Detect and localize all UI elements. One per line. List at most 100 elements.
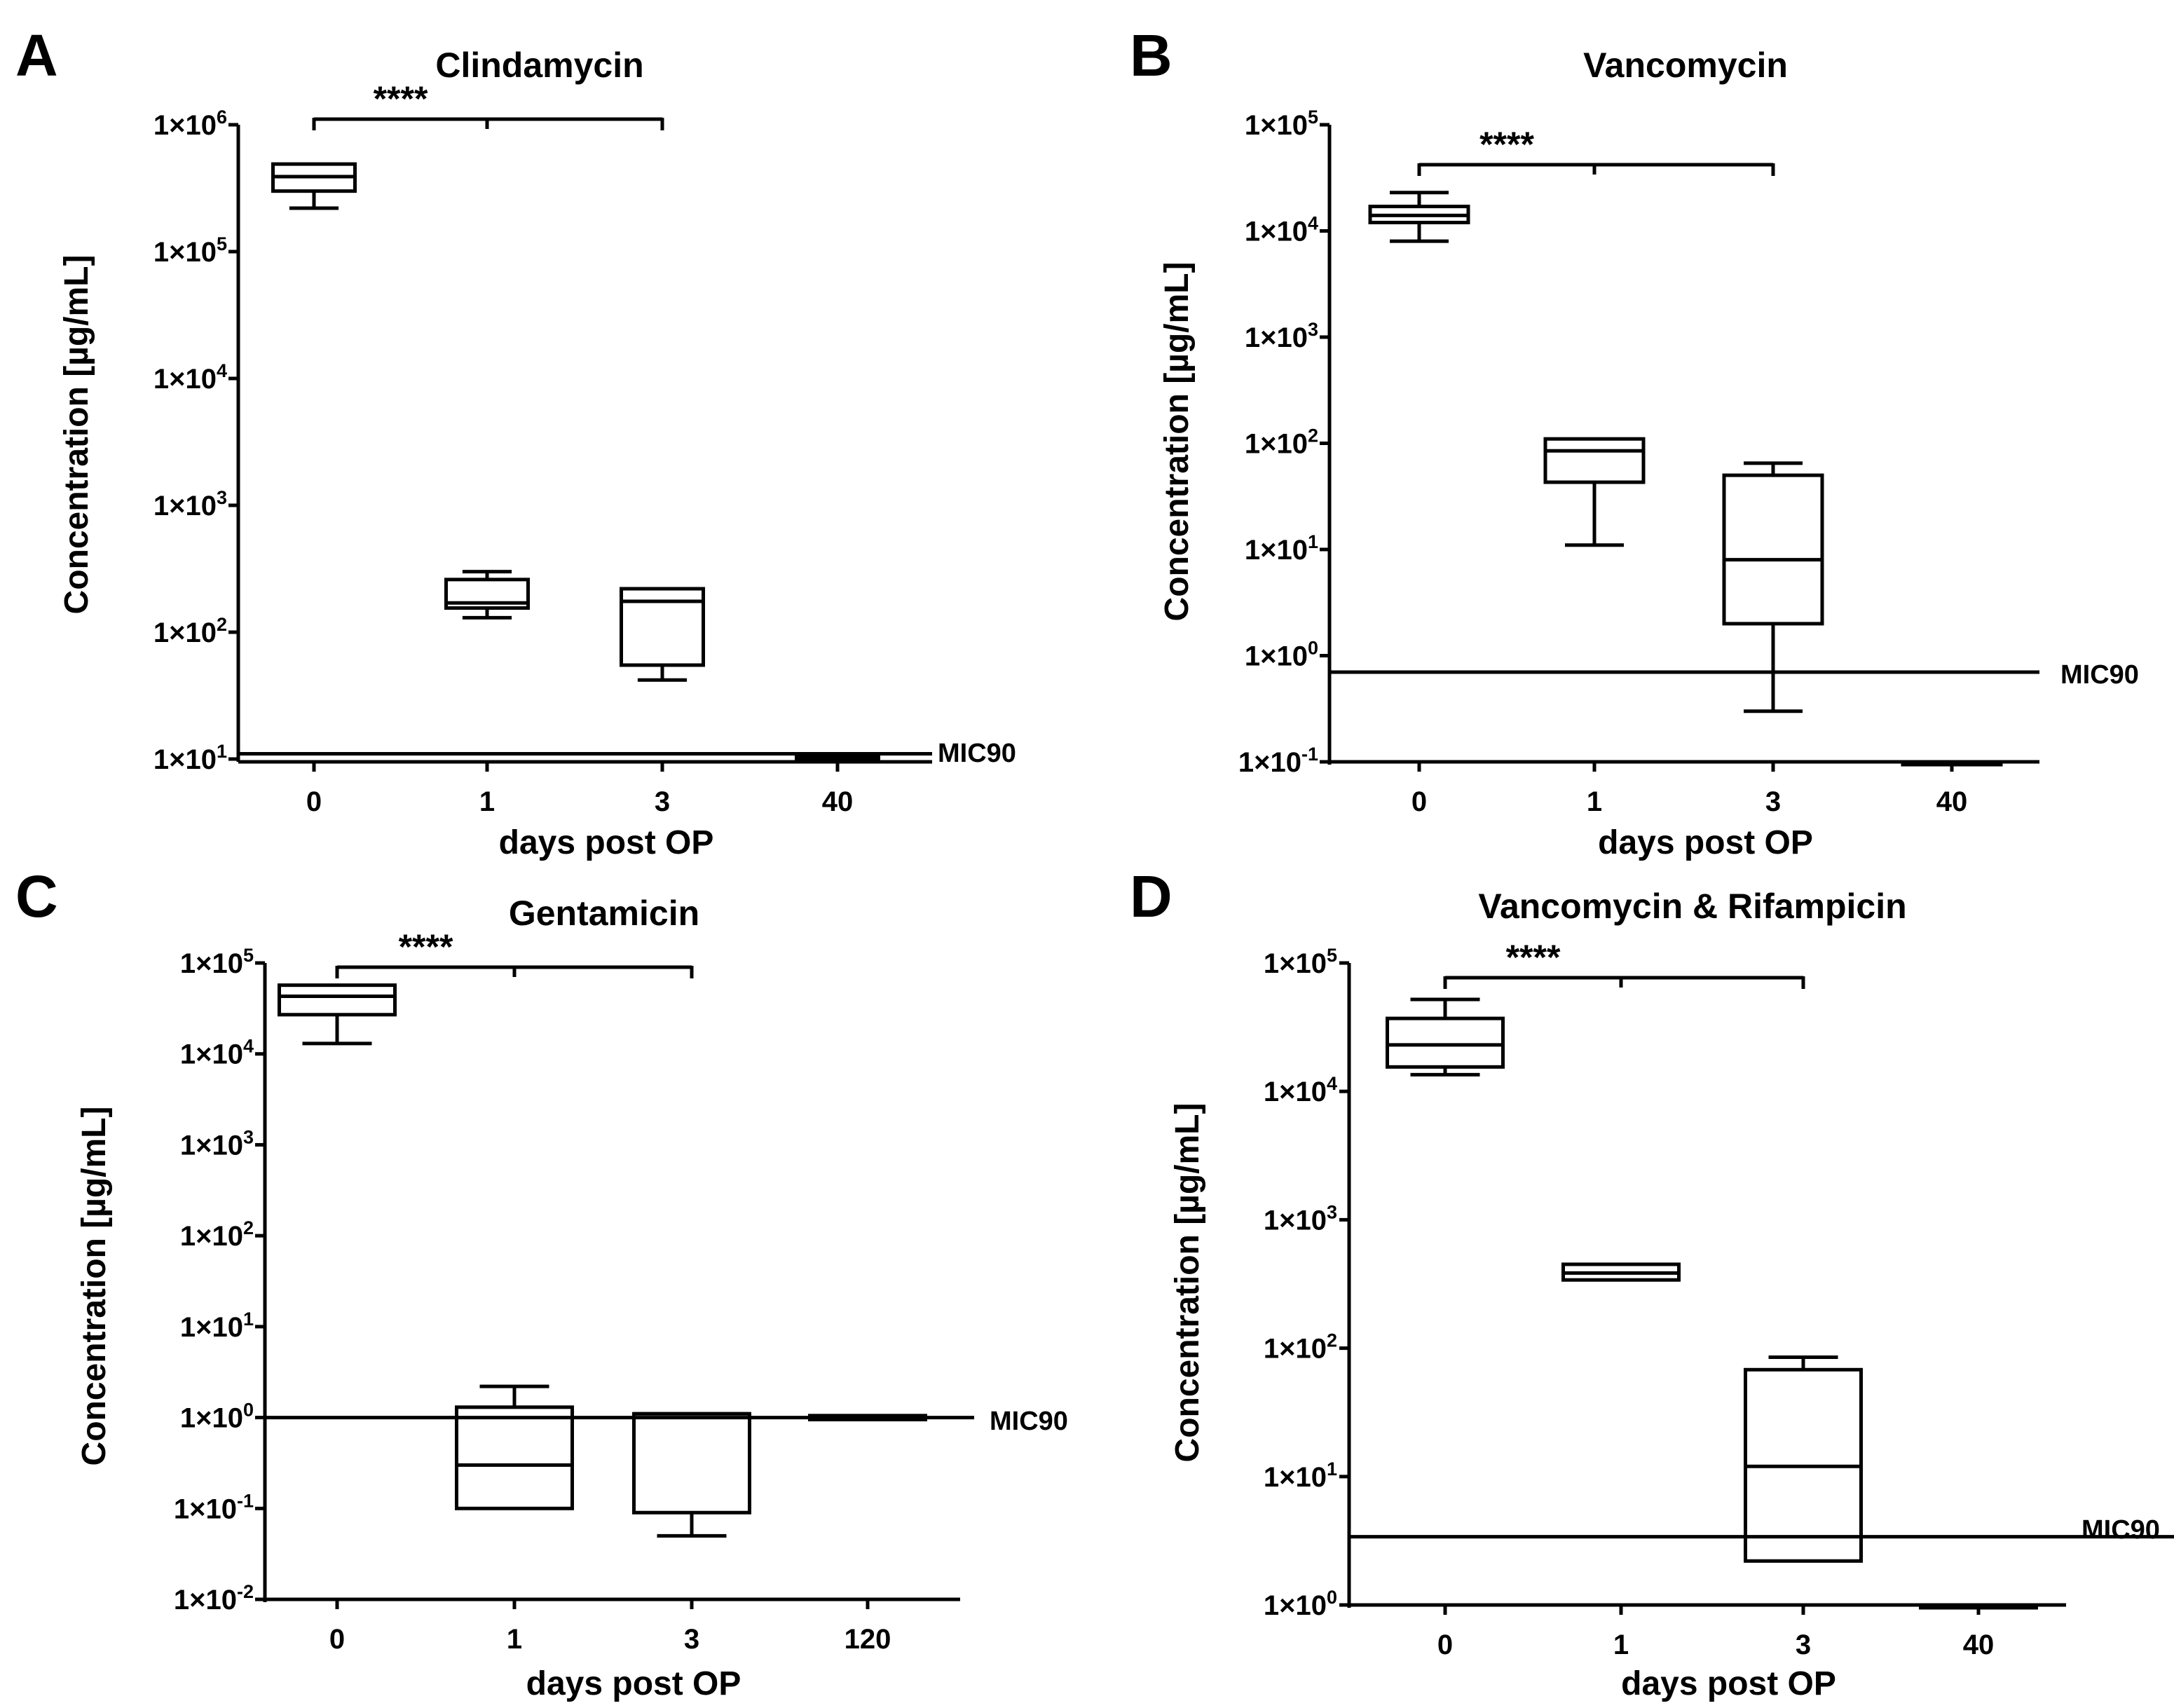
y-tick-label: 1×104 bbox=[153, 360, 227, 395]
tick-exponent: -2 bbox=[237, 1581, 254, 1602]
tick-exponent: 3 bbox=[1308, 319, 1318, 340]
x-tick-label: 40 bbox=[1936, 786, 1968, 817]
tick-mantissa: 1×10 bbox=[180, 1221, 243, 1252]
tick-mantissa: 1×10 bbox=[153, 237, 217, 268]
tick-exponent: 4 bbox=[243, 1036, 254, 1057]
y-tick-label: 1×100 bbox=[1264, 1587, 1337, 1621]
y-tick-label: 1×10-1 bbox=[1238, 744, 1318, 778]
box bbox=[1722, 473, 1824, 626]
tick-exponent: 5 bbox=[243, 945, 254, 966]
y-tick-label: 1×100 bbox=[180, 1400, 254, 1434]
tick-exponent: -1 bbox=[237, 1490, 254, 1511]
y-tick-label: 1×103 bbox=[1245, 319, 1318, 353]
y-tick-label: 1×100 bbox=[1245, 638, 1318, 672]
box bbox=[632, 1412, 751, 1515]
y-tick-label: 1×105 bbox=[1245, 107, 1318, 141]
tick-mantissa: 1×10 bbox=[1264, 1590, 1327, 1621]
x-axis-label: days post OP bbox=[499, 824, 714, 861]
tick-mantissa: 1×10 bbox=[1264, 948, 1327, 979]
tick-exponent: 4 bbox=[1308, 213, 1318, 234]
tick-mantissa: 1×10 bbox=[153, 491, 217, 521]
y-tick-label: 1×105 bbox=[153, 233, 227, 268]
tick-mantissa: 1×10 bbox=[1238, 747, 1301, 778]
x-tick-label: 0 bbox=[329, 1624, 345, 1655]
y-tick-label: 1×10-1 bbox=[174, 1490, 254, 1524]
y-tick-label: 1×106 bbox=[153, 107, 227, 141]
tick-mantissa: 1×10 bbox=[174, 1585, 237, 1615]
tick-exponent: 3 bbox=[217, 487, 227, 508]
y-tick-label: 1×101 bbox=[153, 741, 227, 775]
tick-mantissa: 1×10 bbox=[180, 1403, 243, 1434]
tick-exponent: 0 bbox=[243, 1400, 254, 1421]
tick-mantissa: 1×10 bbox=[1245, 429, 1308, 460]
tick-mantissa: 1×10 bbox=[1245, 110, 1308, 141]
mic90-label: MIC90 bbox=[938, 739, 1016, 768]
y-tick-label: 1×103 bbox=[153, 487, 227, 521]
y-tick-label: 1×103 bbox=[1264, 1201, 1337, 1236]
y-tick-label: 1×102 bbox=[1245, 425, 1318, 460]
significance-label: **** bbox=[374, 79, 428, 118]
panel-a: A Clindamycin1×1011×1021×1031×1041×1051×1… bbox=[15, 22, 1016, 861]
y-axis-label: Concentration [µg/mL] bbox=[1158, 262, 1196, 622]
tick-exponent: 1 bbox=[1308, 531, 1318, 552]
y-axis-label: Concentration [µg/mL] bbox=[1169, 1103, 1206, 1463]
significance-label: **** bbox=[1479, 125, 1534, 164]
tick-exponent: 5 bbox=[1327, 945, 1337, 966]
y-tick-label: 1×101 bbox=[1245, 531, 1318, 566]
mic90-label: MIC90 bbox=[990, 1407, 1068, 1436]
y-axis-label: Concentration [µg/mL] bbox=[76, 1107, 113, 1466]
mic90-label: MIC90 bbox=[2060, 660, 2139, 690]
x-tick-label: 40 bbox=[822, 786, 854, 817]
y-axis-label: Concentration [µg/mL] bbox=[58, 255, 95, 615]
y-tick-label: 1×104 bbox=[1264, 1073, 1337, 1107]
panel-letter: B bbox=[1130, 22, 1173, 88]
x-tick-label: 1 bbox=[507, 1624, 522, 1655]
panel-d: D Vancomycin & Rifampicin1×1001×1011×1021… bbox=[1130, 863, 2174, 1702]
y-tick-label: 1×105 bbox=[180, 945, 254, 979]
tick-exponent: 3 bbox=[1327, 1201, 1337, 1222]
y-tick-label: 1×103 bbox=[180, 1126, 254, 1161]
tick-exponent: 5 bbox=[217, 233, 227, 254]
tick-exponent: 0 bbox=[1327, 1587, 1337, 1608]
panel-b: B Vancomycin1×10-11×1001×1011×1021×1031×1… bbox=[1130, 22, 2139, 861]
y-tick-label: 1×102 bbox=[153, 614, 227, 648]
tick-exponent: -1 bbox=[1301, 744, 1318, 765]
tick-mantissa: 1×10 bbox=[1264, 1205, 1327, 1236]
tick-mantissa: 1×10 bbox=[180, 1312, 243, 1343]
tick-exponent: 4 bbox=[217, 360, 227, 381]
tick-exponent: 2 bbox=[217, 614, 227, 635]
tick-mantissa: 1×10 bbox=[180, 1130, 243, 1161]
x-tick-label: 40 bbox=[1963, 1630, 1995, 1660]
x-axis-label: days post OP bbox=[1621, 1665, 1836, 1702]
tick-exponent: 1 bbox=[243, 1309, 254, 1330]
tick-mantissa: 1×10 bbox=[153, 617, 217, 648]
y-tick-label: 1×102 bbox=[180, 1217, 254, 1252]
tick-mantissa: 1×10 bbox=[1245, 217, 1308, 247]
panel-letter: A bbox=[15, 22, 58, 88]
tick-mantissa: 1×10 bbox=[180, 1039, 243, 1070]
box bbox=[1543, 437, 1646, 484]
tick-mantissa: 1×10 bbox=[153, 364, 217, 395]
x-tick-label: 120 bbox=[845, 1624, 891, 1655]
x-axis-label: days post OP bbox=[1598, 824, 1813, 861]
tick-exponent: 4 bbox=[1327, 1073, 1337, 1094]
tick-exponent: 2 bbox=[1308, 425, 1318, 446]
tick-exponent: 2 bbox=[243, 1217, 254, 1238]
box bbox=[444, 578, 530, 610]
y-tick-label: 1×10-2 bbox=[174, 1581, 254, 1615]
box bbox=[455, 1405, 574, 1510]
tick-mantissa: 1×10 bbox=[1245, 322, 1308, 353]
tick-mantissa: 1×10 bbox=[174, 1494, 237, 1524]
tick-mantissa: 1×10 bbox=[153, 744, 217, 775]
y-tick-label: 1×104 bbox=[1245, 213, 1318, 247]
tick-exponent: 5 bbox=[1308, 107, 1318, 128]
x-tick-label: 0 bbox=[1411, 786, 1427, 817]
x-tick-label: 3 bbox=[1765, 786, 1781, 817]
y-tick-label: 1×102 bbox=[1264, 1330, 1337, 1365]
x-tick-label: 3 bbox=[684, 1624, 699, 1655]
box bbox=[278, 983, 397, 1017]
chart-title: Gentamicin bbox=[509, 894, 699, 933]
y-tick-label: 1×104 bbox=[180, 1036, 254, 1070]
x-tick-label: 1 bbox=[1587, 786, 1602, 817]
